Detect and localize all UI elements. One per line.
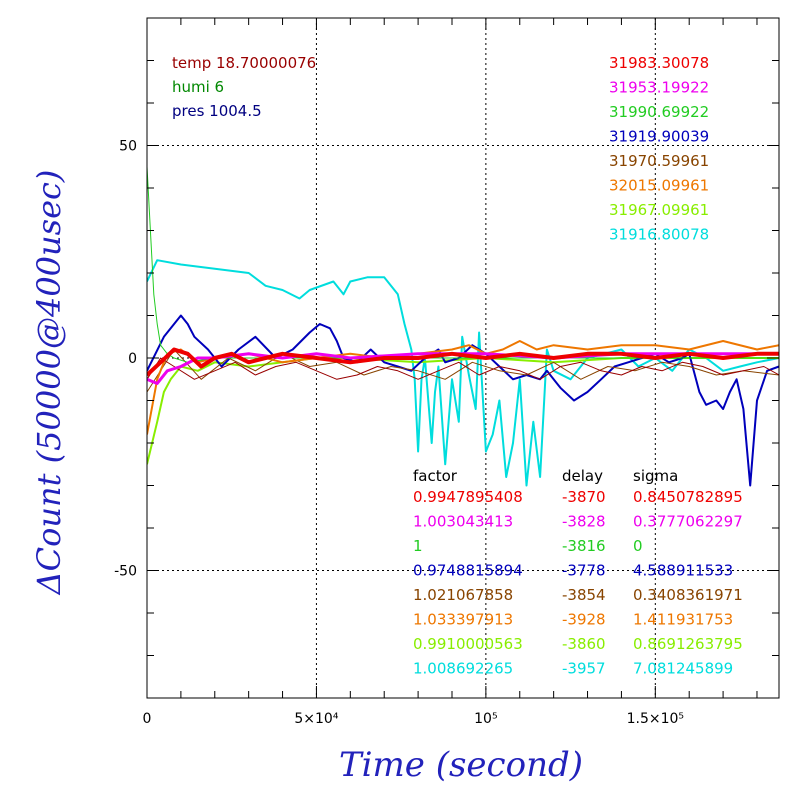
table-cell: -3860 [562, 635, 606, 653]
env-label: temp 18.70000076 [172, 54, 316, 72]
count-label: 32015.09961 [609, 177, 709, 195]
table-header: delay [562, 467, 603, 485]
series-group [147, 166, 779, 487]
table-cell: -3870 [562, 488, 606, 506]
table-cell: 0.3777062297 [633, 513, 743, 531]
table-cell: -3828 [562, 513, 606, 531]
series-line-9 [147, 347, 779, 377]
count-label: 31919.90039 [609, 128, 709, 146]
series-line-5 [147, 340, 779, 435]
table-cell: 4.588911533 [633, 562, 733, 580]
table-header: factor [413, 467, 458, 485]
x-tick-label: 10⁵ [474, 711, 497, 727]
x-tick-label: 1.5×10⁵ [627, 711, 684, 727]
series-line-1 [147, 259, 779, 487]
table-cell: 1.008692265 [413, 660, 513, 678]
env-label: pres 1004.5 [172, 102, 262, 120]
count-label: 31967.09961 [609, 201, 709, 219]
table-cell: -3957 [562, 660, 606, 678]
table-cell: 1.021067858 [413, 586, 513, 604]
x-tick-label: 5×10⁴ [294, 711, 338, 727]
count-label: 31983.30078 [609, 54, 709, 72]
y-axis-label: ΔCount (50000@400usec) [30, 170, 68, 597]
table-cell: 1.033397913 [413, 611, 513, 629]
table-cell: 0 [633, 537, 643, 555]
series-line-7 [147, 357, 779, 380]
table-cell: 1.003043413 [413, 513, 513, 531]
table-cell: 0.8691263795 [633, 635, 743, 653]
table-cell: -3816 [562, 537, 606, 555]
axis-ticks [146, 17, 779, 699]
y-tick-label: 0 [128, 351, 137, 367]
count-label: 31990.69922 [609, 103, 709, 121]
table-cell: 1 [413, 537, 423, 555]
x-axis-label: Time (second) [339, 745, 583, 785]
env-label: humi 6 [172, 78, 224, 96]
table-header: sigma [633, 467, 678, 485]
series-line-2 [147, 357, 779, 465]
table-cell: 0.8450782895 [633, 488, 743, 506]
stats-table: factor delay sigma 0.9947895408 -3870 0.84507… [413, 467, 743, 678]
plot-frame [146, 17, 780, 699]
count-label: 31916.80078 [609, 226, 709, 244]
count-label: 31953.19922 [609, 79, 709, 97]
tick-labels: 0 5×10⁴ 10⁵ 1.5×10⁵ 50 0 -50 [114, 139, 684, 728]
env-labels: temp 18.70000076 humi 6 pres 1004.5 [172, 54, 316, 120]
y-tick-label: 50 [119, 139, 137, 155]
table-cell: 0.9910000563 [413, 635, 523, 653]
table-cell: 7.081245899 [633, 660, 733, 678]
table-cell: -3928 [562, 611, 606, 629]
table-cell: -3778 [562, 562, 606, 580]
table-cell: -3854 [562, 586, 606, 604]
series-line-6 [147, 166, 779, 363]
y-tick-label: -50 [114, 564, 137, 580]
table-cell: 1.411931753 [633, 611, 733, 629]
count-labels: 31983.30078 31953.19922 31990.69922 31919.9… [609, 54, 709, 244]
series-line-4 [147, 349, 779, 393]
table-cell: 0.3408361971 [633, 586, 743, 604]
table-cell: 0.9748815894 [413, 562, 523, 580]
x-tick-label: 0 [143, 711, 152, 727]
count-label: 31970.59961 [609, 152, 709, 170]
table-cell: 0.9947895408 [413, 488, 523, 506]
